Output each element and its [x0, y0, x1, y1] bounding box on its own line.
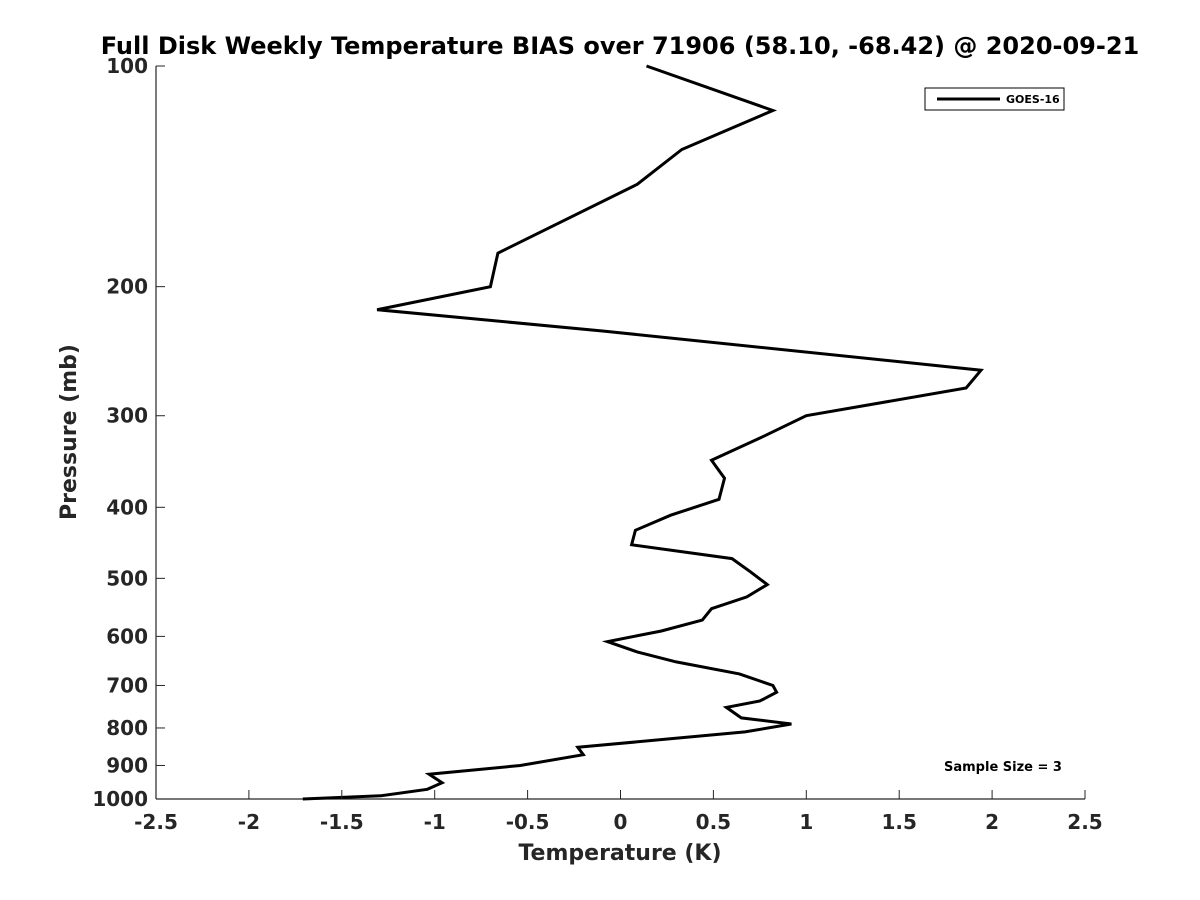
x-tick-label: 2.5	[1067, 810, 1102, 834]
y-tick-label: 700	[106, 673, 148, 697]
x-axis-label: Temperature (K)	[518, 841, 721, 866]
chart-title: Full Disk Weekly Temperature BIAS over 7…	[101, 32, 1140, 60]
y-tick-label: 1000	[92, 787, 148, 811]
x-axis-ticks: -2.5 -2 -1.5 -1 -0.5 0 0.5 1 1.5 2 2.5	[134, 790, 1103, 834]
y-tick-label: 300	[106, 404, 148, 428]
y-tick-label: 600	[106, 624, 148, 648]
y-tick-label: 800	[106, 716, 148, 740]
sample-size-annotation: Sample Size = 3	[944, 760, 1062, 775]
x-tick-label: 0	[614, 810, 628, 834]
y-tick-label: 500	[106, 566, 148, 590]
series-line-goes-16	[302, 64, 984, 801]
y-axis-label: Pressure (mb)	[57, 344, 82, 520]
y-tick-label: 900	[106, 753, 148, 777]
plot-area	[155, 64, 1085, 801]
x-tick-label: -1	[424, 810, 446, 834]
x-tick-label: 2	[985, 810, 999, 834]
x-tick-label: -0.5	[506, 810, 550, 834]
x-tick-label: -2	[238, 810, 260, 834]
x-tick-label: 1	[799, 810, 813, 834]
y-tick-label: 100	[106, 54, 148, 78]
x-tick-label: 1.5	[881, 810, 916, 834]
y-tick-label: 400	[106, 495, 148, 519]
legend: GOES-16	[924, 87, 1065, 111]
legend-label-goes-16: GOES-16	[1006, 93, 1060, 106]
x-tick-label: 0.5	[696, 810, 731, 834]
x-tick-label: -2.5	[134, 810, 178, 834]
y-tick-label: 200	[106, 275, 148, 299]
x-tick-label: -1.5	[320, 810, 364, 834]
y-axis-ticks: 100 200 300 400 500 600 700 800 900 1000	[92, 54, 165, 811]
